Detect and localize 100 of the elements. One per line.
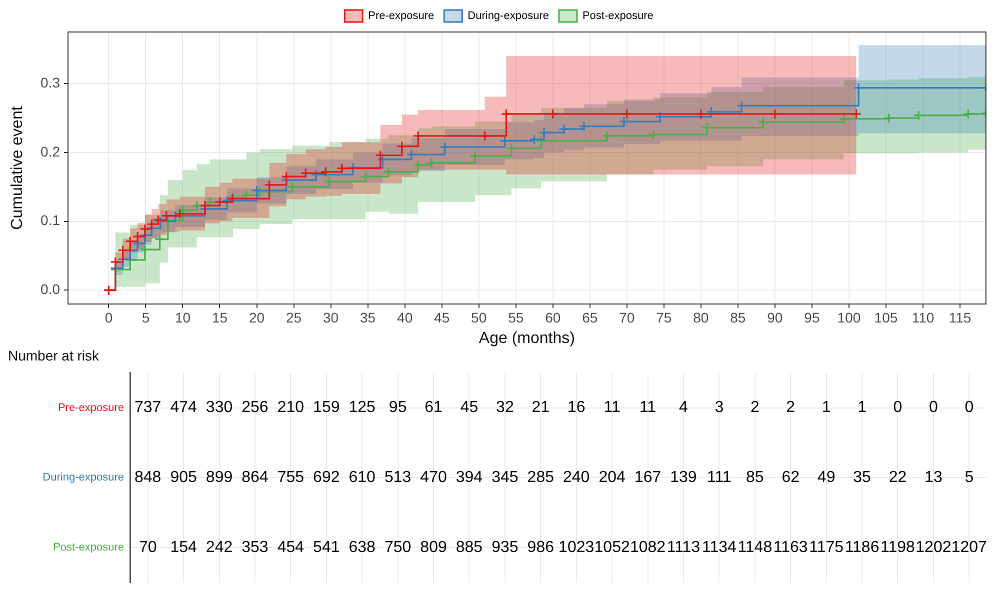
data-label: 35: [853, 469, 872, 486]
x-tick-label: 80: [693, 309, 709, 326]
x-tick-label: 55: [508, 309, 524, 326]
x-axis-title: Age (months): [478, 330, 575, 347]
data-label: 240: [563, 469, 590, 486]
y-tick-label: Post-exposure: [53, 542, 124, 554]
x-tick-label: 45: [434, 309, 450, 326]
data-label: 454: [277, 539, 304, 556]
data-label: 986: [527, 539, 554, 556]
data-label: 45: [460, 399, 478, 416]
data-label: 204: [598, 469, 626, 486]
y-tick-label: During-exposure: [42, 472, 124, 484]
data-label: 885: [456, 539, 483, 556]
data-label: 11: [604, 399, 620, 416]
x-tick-label: 15: [212, 309, 228, 326]
data-label: 22: [888, 469, 907, 486]
data-label: 1198: [880, 539, 916, 556]
data-label: 1202: [916, 539, 952, 556]
x-tick-label: 60: [545, 309, 561, 326]
data-label: 285: [527, 469, 554, 486]
data-label: 394: [456, 469, 483, 486]
data-label: 541: [313, 539, 340, 556]
data-label: 21: [532, 399, 550, 416]
data-label: 13: [924, 469, 942, 486]
x-tick-label: 0: [104, 309, 113, 326]
x-tick-label: 100: [837, 309, 861, 326]
data-label: 61: [424, 399, 443, 416]
data-label: 1186: [844, 539, 880, 556]
data-label: 1: [858, 399, 867, 416]
legend-label: During-exposure: [468, 10, 549, 22]
y-tick-label: 0.2: [40, 143, 60, 160]
x-tick-label: 10: [174, 309, 191, 326]
data-label: 737: [134, 399, 162, 416]
data-label: 1052: [594, 539, 630, 556]
data-label: 513: [384, 469, 412, 486]
data-label: 4: [679, 399, 688, 416]
legend-label: Pre-exposure: [368, 10, 434, 22]
data-label: 474: [170, 399, 198, 416]
x-tick-label: 110: [912, 309, 934, 326]
data-label: 1175: [809, 539, 844, 556]
data-label: 0: [893, 399, 902, 416]
data-label: 2: [750, 399, 760, 416]
y-tick-label: Pre-exposure: [58, 402, 124, 414]
data-label: 864: [242, 469, 268, 486]
x-tick-label: 65: [582, 309, 598, 326]
legend-label: Post-exposure: [582, 10, 654, 22]
data-label: 1113: [666, 539, 700, 556]
data-label: 755: [277, 469, 304, 486]
x-tick-label: 90: [767, 309, 783, 326]
y-axis-title: Cumulative event: [9, 106, 26, 230]
data-label: 210: [277, 399, 304, 416]
data-label: 848: [134, 469, 162, 486]
data-label: 5: [964, 469, 974, 486]
data-label: 1134: [702, 539, 736, 556]
x-tick-label: 85: [730, 309, 746, 326]
x-tick-label: 115: [948, 309, 972, 326]
data-label: 935: [492, 539, 518, 556]
data-label: 692: [313, 469, 340, 486]
data-label: 256: [242, 399, 268, 416]
data-label: 125: [348, 399, 376, 416]
x-tick-label: 20: [248, 309, 265, 326]
data-label: 11: [639, 399, 656, 416]
data-label: 470: [420, 469, 447, 486]
data-label: 905: [170, 469, 198, 486]
data-label: 1082: [630, 539, 666, 556]
data-label: 70: [138, 539, 157, 556]
data-label: 1207: [951, 539, 988, 556]
data-label: 0: [928, 399, 938, 416]
x-tick-label: 50: [471, 309, 487, 326]
data-label: 0: [964, 399, 974, 416]
data-label: 154: [170, 539, 198, 556]
data-label: 1023: [558, 539, 594, 556]
data-label: 49: [817, 469, 836, 486]
data-label: 899: [206, 469, 233, 486]
x-tick-label: 35: [360, 309, 376, 326]
data-label: 330: [206, 399, 233, 416]
data-label: 85: [746, 469, 764, 486]
data-label: 159: [313, 399, 340, 416]
data-label: 638: [348, 539, 376, 556]
data-label: 353: [242, 539, 268, 556]
data-label: 139: [670, 469, 697, 486]
x-tick-label: 25: [286, 309, 302, 326]
data-label: 111: [707, 469, 732, 486]
data-label: 1148: [738, 539, 772, 556]
y-tick-label: 0.3: [40, 74, 60, 91]
data-label: 16: [567, 399, 586, 416]
data-label: 242: [206, 539, 233, 556]
data-label: 345: [492, 469, 518, 486]
data-label: 95: [388, 399, 407, 416]
data-label: 1163: [773, 539, 808, 556]
y-tick-label: 0.1: [40, 212, 60, 228]
data-label: 32: [496, 399, 514, 416]
data-label: 167: [634, 469, 662, 486]
data-label: 2: [786, 399, 796, 416]
x-tick-label: 95: [804, 309, 820, 326]
data-label: 809: [420, 539, 447, 556]
data-label: 750: [384, 539, 412, 556]
x-tick-label: 75: [656, 309, 672, 326]
data-label: 1: [822, 399, 831, 416]
x-tick-label: 5: [142, 309, 150, 326]
